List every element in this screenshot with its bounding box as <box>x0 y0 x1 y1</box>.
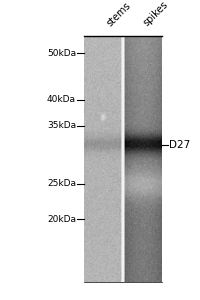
Text: 40kDa: 40kDa <box>47 95 76 104</box>
Text: spikes: spikes <box>142 0 170 28</box>
Text: 50kDa: 50kDa <box>47 49 76 58</box>
Text: 35kDa: 35kDa <box>47 121 76 130</box>
Text: 20kDa: 20kDa <box>47 215 76 224</box>
Text: D27: D27 <box>169 140 190 151</box>
Text: 25kDa: 25kDa <box>47 179 76 188</box>
Text: stems: stems <box>104 1 132 28</box>
